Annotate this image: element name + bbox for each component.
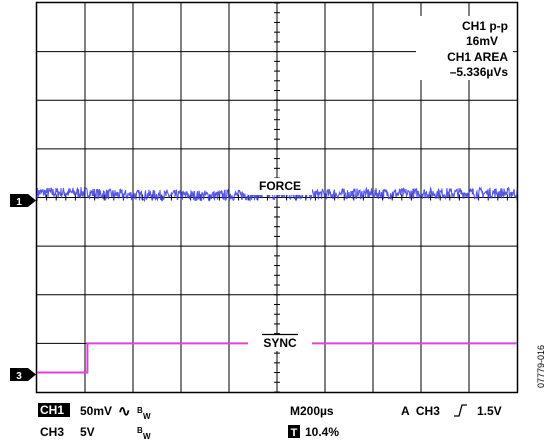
timebase: M200µs (290, 404, 334, 418)
sync-label-bg (248, 334, 312, 351)
ch1-scale: 50mV (80, 404, 112, 418)
coupling-icon: ∿ (118, 403, 131, 420)
svg-text:1: 1 (16, 197, 22, 208)
trace-label-sync: SYNC (263, 336, 297, 350)
meas-1-label: CH1 p-p (462, 19, 508, 33)
measurement-panel-bg (416, 16, 513, 80)
trace-label-force: FORCE (259, 179, 301, 193)
ch1-bw-sub: W (143, 412, 151, 421)
trigger-source: A CH3 (401, 404, 440, 418)
ch3-scale: 5V (80, 425, 95, 439)
ch1-tag: CH1 (40, 403, 64, 417)
ch1-tag-bg (38, 403, 70, 417)
rising-edge-icon (454, 404, 467, 417)
figure-id: 07779-016 (536, 345, 546, 388)
trigger-level: 1.5V (477, 404, 502, 418)
meas-1-value: 16mV (466, 34, 498, 48)
ch1-bw-label: B (137, 406, 143, 415)
svg-text:3: 3 (16, 371, 22, 382)
trigger-position: 10.4% (305, 425, 339, 439)
ch3-bw-label: B (137, 426, 143, 435)
ch3-ground-marker: 3 (10, 368, 36, 382)
force-label-bg (248, 178, 312, 195)
trigger-pos-tag: T (291, 427, 298, 439)
ch3-tag: CH3 (40, 425, 64, 439)
ch1-ground-marker: 1 (10, 194, 36, 208)
trigger-pos-tag-bg (288, 425, 300, 438)
ch3-bw-sub: W (143, 432, 151, 441)
meas-2-label: CH1 AREA (447, 50, 508, 64)
meas-2-value: –5.336µVs (450, 65, 509, 79)
